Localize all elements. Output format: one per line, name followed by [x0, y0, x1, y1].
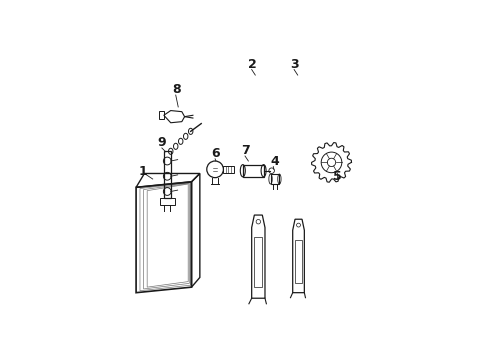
Text: 8: 8	[172, 83, 181, 96]
Text: 6: 6	[211, 147, 220, 160]
Text: 7: 7	[241, 144, 249, 157]
Text: 3: 3	[290, 58, 298, 71]
Text: 2: 2	[248, 58, 257, 71]
Text: 4: 4	[270, 155, 279, 168]
Text: 5: 5	[333, 170, 342, 183]
Text: 1: 1	[139, 165, 147, 178]
Text: 9: 9	[158, 136, 166, 149]
